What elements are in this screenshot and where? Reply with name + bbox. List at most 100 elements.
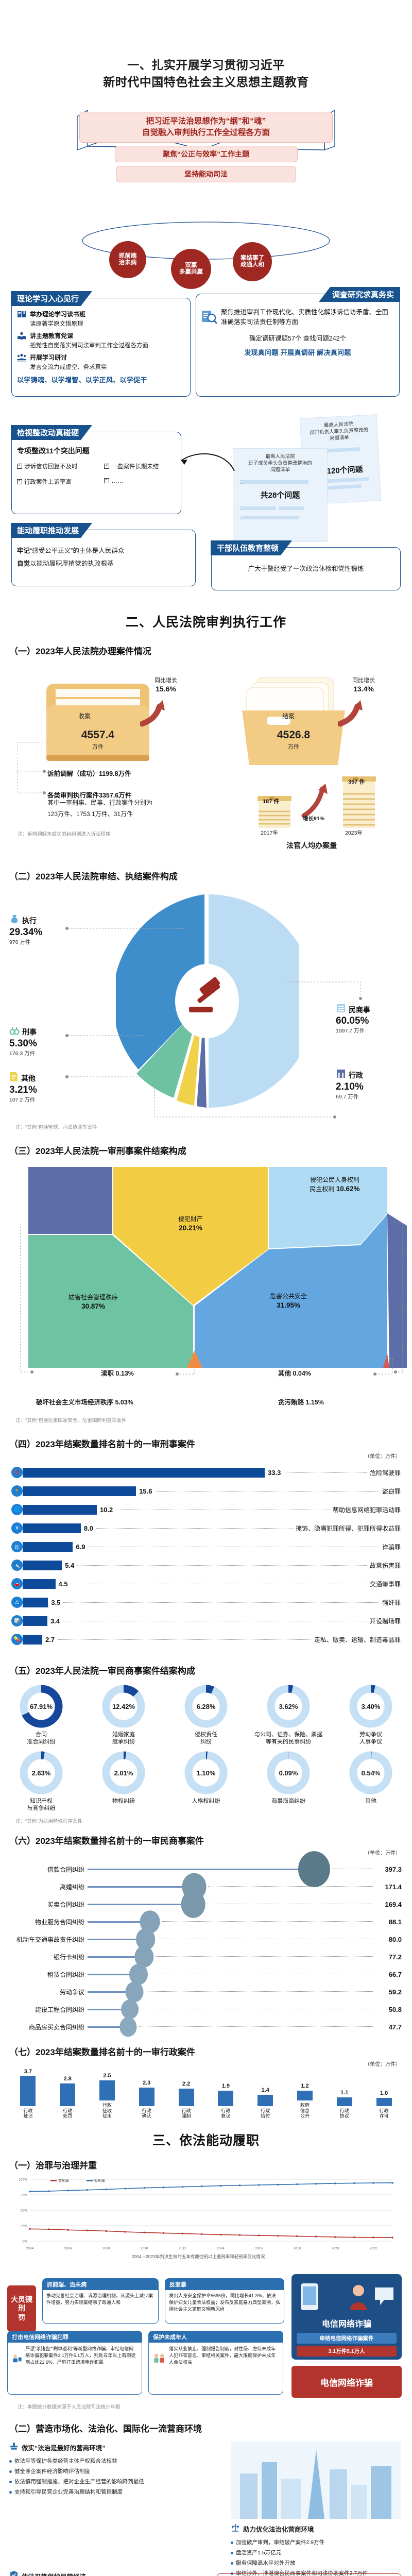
panel-theory-footer: 以学铸魂、以学增智、以学正风、以学促干	[17, 376, 147, 384]
subsection-7-title: （七）2023年结案数量排名前十的一审行政案件	[9, 2047, 195, 2058]
checkbox-icon: ☑	[239, 515, 244, 521]
badge-criminal-penalty: 大灵镜刑罚	[7, 2285, 36, 2332]
callout-malfeasance: 渎职 0.13%	[101, 1370, 134, 1377]
donut-item: 12.42% 婚姻家庭 继承纠纷	[85, 1684, 162, 1746]
oval-win-win: 双赢 多赢共赢	[171, 249, 211, 289]
bubble-stem	[88, 1939, 146, 1940]
tile-label-personal-rights: 侵犯公民人身权利 民主权利 10.62%	[310, 1176, 360, 1193]
subsection-2-title: （二）2023年人民法院审结、执结案件构成	[9, 872, 178, 882]
bar-fill	[23, 1634, 43, 1645]
vbar-value: 2.2	[182, 2080, 191, 2087]
bubble-label: 租赁合同纠纷	[47, 1971, 84, 1978]
judge-bar-2023-year: 2023年	[345, 830, 363, 836]
panel-research-body: 聚焦推进审判工作现代化、实质性化解涉诉信访矛盾、全面准确落实司法责任制等方面	[221, 309, 389, 326]
vbar-fill	[336, 2097, 352, 2106]
panel-cadre-education: 干部队伍教育整顿 广大干警经受了一次政治体检和党性锻炼	[211, 540, 401, 590]
bar-row: ¥8.0 掩饰、隐瞒犯罪所得、犯罪所得收益罪	[11, 1520, 401, 1536]
bubble-track	[88, 1890, 375, 1918]
bubble-value: 47.7	[388, 2023, 402, 2031]
svg-text:2008: 2008	[102, 2247, 110, 2250]
vbar-fill	[218, 2091, 234, 2106]
donut-item: 1.10% 人格权纠纷	[167, 1750, 245, 1805]
bubble-value: 169.4	[385, 1900, 402, 1908]
globe-icon: 🌐	[11, 1504, 23, 1515]
donut-value: 2.63%	[31, 1769, 51, 1777]
administrative-top10-barchart: 3.7 行政 登记 2.8 行政 处罚 2.5 行政 征收 征用 2.3 行政 确认 2.2 行政 强制 1.9…	[0, 2069, 412, 2119]
judge-caseload-caption: 法官人均办案量	[286, 841, 337, 850]
list-item: 服务保障高水平对外开放	[231, 2558, 401, 2569]
donut-caption: 知识产权 与竞争纠纷	[27, 1798, 56, 1811]
bubble-row: 买卖合同纠纷 169.4	[5, 1890, 402, 1918]
subsection-5-title: （五）2023年人民法院一审民商事案件结案构成	[9, 1666, 195, 1676]
vbar-value: 2.8	[63, 2076, 72, 2082]
group-icon	[17, 353, 26, 364]
vbar-value: 1.4	[261, 2087, 269, 2093]
bubble-row: 离婚纠纷 171.4	[5, 1873, 402, 1901]
duty-line-2: 自觉以能动履职厚植党的执政根基	[17, 560, 114, 567]
subsection-punish-title: （一）治罪与治理并重	[9, 2161, 97, 2171]
item-title: 开展学习研讨	[30, 354, 67, 361]
leader-dots	[162, 1921, 373, 1922]
bar-label: 故意伤害罪	[369, 1562, 401, 1569]
bubble-value: 66.7	[388, 1970, 402, 1978]
bar-row: ⚠ 3.5 强奸罪	[11, 1595, 401, 1610]
donut-item: 67.91% 合同 准合同纠纷	[3, 1684, 80, 1746]
bar-fill	[23, 1486, 136, 1496]
oval-case-closed: 案结事了 政通人和	[233, 242, 272, 281]
telecom-fraud-pill-1: 审结电信网络诈骗案件	[297, 2333, 397, 2344]
svg-text:2014: 2014	[217, 2247, 225, 2250]
business-block-2	[231, 2442, 401, 2521]
growth-arrow-icon	[338, 700, 363, 727]
placeholder-line	[322, 484, 362, 490]
panel-theory-study: 理论学习入心见行 举办理论学习读书班 读原著学原文悟原理 讲主题教育党课 把党性…	[11, 291, 191, 397]
problem-list-card-leadership: 最高人民法院 班子成员牵头负责整改整治的 问题清单 ☑ 共28个问题 ☑ ☑	[233, 448, 328, 542]
case-composition-pie: 执行 29.34% 976 万件 刑事 5.30% 176.3 万件 其他 3.…	[0, 885, 412, 1127]
part3-note: 注：“其他”包括危害国家安全、危害国防利益等案件	[15, 1418, 127, 1423]
subsection-1-title: （一）2023年人民法院办理案件情况	[9, 647, 151, 656]
business-block-2-text: 助力优化法治化营商环境 加强破产审判，审结破产案件2.9万件 盘活资产1.5万亿元…	[231, 2523, 401, 2576]
leader-dots	[284, 1472, 367, 1473]
svg-text:2016: 2016	[255, 2247, 263, 2250]
bar-label: 强奸罪	[382, 1599, 401, 1606]
section-three: 三、依法能动履职 （一）治罪与治理并重 2004 2006 2008 2010 2012…	[0, 2119, 412, 2576]
vbar-item: 1.0 行政 许可	[370, 2090, 399, 2119]
bracket-connector	[17, 742, 46, 794]
bar-value: 5.4	[65, 1561, 75, 1569]
donut-value: 1.10%	[196, 1769, 216, 1777]
vbar-value: 2.3	[143, 2079, 151, 2086]
bar-fill	[23, 1579, 56, 1589]
judge-bar-2017-value: 187 件	[263, 799, 280, 805]
vbar-item: 1.9 行政 复议	[211, 2083, 240, 2119]
bubble-label: 商品房买卖合同纠纷	[28, 2023, 84, 2031]
svg-text:2022: 2022	[370, 2247, 377, 2250]
part7-unit: （单位：万件）	[365, 2062, 401, 2068]
panel-research: 调查研究求真务实 聚焦推进审判工作现代化、实质性化解涉诉信访矛盾、全面准确落实司…	[196, 287, 400, 397]
bubble-value: 171.4	[385, 1883, 402, 1891]
donut-value: 0.09%	[279, 1769, 298, 1777]
vbar-label: 行政 强制	[181, 2108, 191, 2119]
curved-arrow-icon	[181, 453, 235, 471]
bar-row: 诈 6.9 诈骗罪	[11, 1539, 401, 1554]
vbar-label: 行政 确认	[142, 2108, 151, 2119]
block2-head: 助力优化法治化营商环境	[243, 2526, 314, 2534]
bubble-value: 88.1	[388, 1918, 402, 1926]
bubble-stem	[88, 1974, 139, 1975]
panel-cadre-head: 干部队伍教育整顿	[211, 540, 293, 555]
bubble-stem	[88, 1869, 314, 1870]
phone-fraud-illustration	[301, 2283, 393, 2311]
donut-item: 2.01% 物权纠纷	[85, 1750, 162, 1805]
card-head: 保护未成年人	[149, 2331, 283, 2343]
received-growth: 同比增长 15.6%	[154, 677, 177, 693]
card-anti-domestic-violence: 反家暴 发出人身安全保护令5695份，同比增长41.3%，依法保护妇女儿童合法权…	[165, 2278, 284, 2324]
placeholder-line	[244, 515, 299, 519]
vbar-fill	[60, 2083, 76, 2106]
title-line-1: 一、扎实开展学习贯彻习近平	[127, 58, 285, 72]
donut-caption: 婚姻家庭 继承纠纷	[112, 1732, 135, 1745]
svg-text:25%: 25%	[21, 2225, 27, 2228]
duty-line-1: 牢记“感受公平正义”的主体是人民群众	[17, 547, 125, 554]
bullet-all-cases: 各类审判执行案件3357.6万件	[47, 792, 132, 799]
card-line-1: 班子成员牵头负责整改整治的	[248, 460, 312, 466]
leader-dots	[77, 1565, 367, 1566]
bubble-marker	[121, 1999, 139, 2020]
bubble-label: 银行卡纠纷	[53, 1953, 84, 1961]
